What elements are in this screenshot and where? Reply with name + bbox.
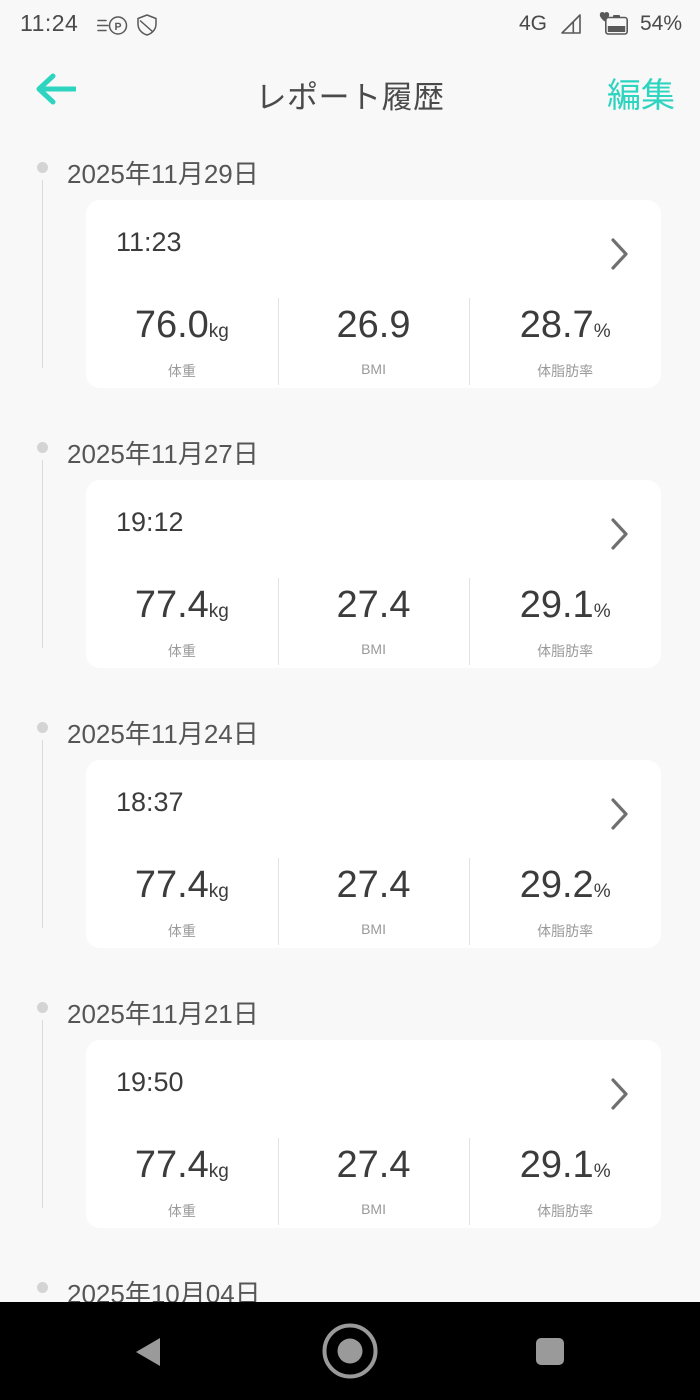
svg-text:P: P	[114, 21, 121, 33]
